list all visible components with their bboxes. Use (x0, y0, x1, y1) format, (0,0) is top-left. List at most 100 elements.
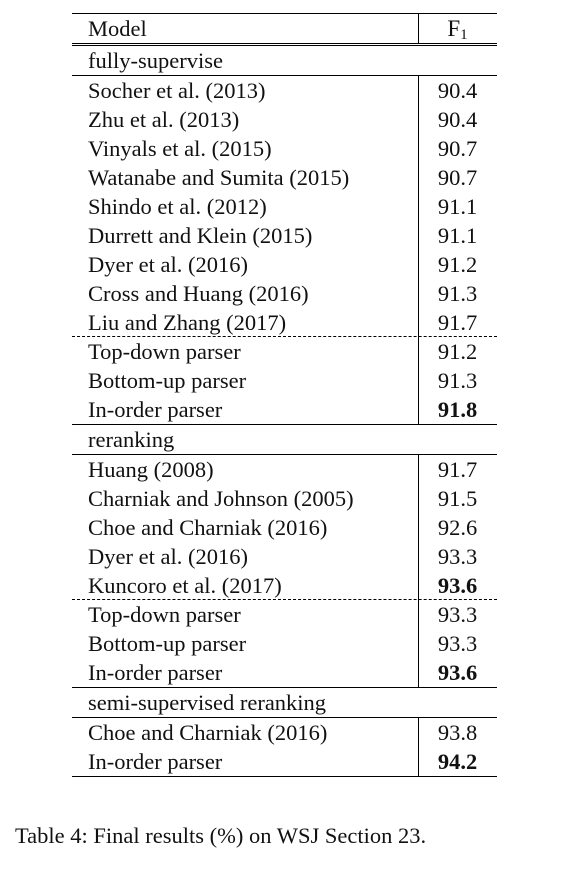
model-cell: Durrett and Klein (2015) (88, 223, 313, 248)
column-divider (418, 395, 419, 424)
f1-cell: 91.7 (437, 457, 478, 482)
table-header: Model F1 (72, 13, 497, 46)
f1-cell: 92.6 (437, 515, 478, 540)
column-divider (418, 134, 419, 163)
f1-cell: 90.4 (437, 78, 478, 103)
model-cell: Dyer et al. (2016) (88, 252, 248, 277)
table-row: Kuncoro et al. (2017) 93.6 (72, 571, 497, 600)
column-divider (418, 542, 419, 571)
column-divider (418, 163, 419, 192)
model-cell: Dyer et al. (2016) (88, 544, 248, 569)
section-title: reranking (72, 425, 497, 455)
column-divider (418, 192, 419, 221)
column-divider (418, 337, 419, 366)
section-title: semi-supervised reranking (72, 688, 497, 718)
table-row: Bottom-up parser 91.3 (72, 366, 497, 395)
table-row: Cross and Huang (2016) 91.3 (72, 279, 497, 308)
f1-cell: 91.3 (437, 368, 478, 393)
f1-cell: 93.6 (437, 660, 478, 685)
column-divider (418, 14, 419, 43)
model-cell: Charniak and Johnson (2005) (88, 486, 354, 511)
model-cell: In-order parser (88, 397, 223, 422)
column-divider (418, 658, 419, 687)
table-row: Watanabe and Sumita (2015) 90.7 (72, 163, 497, 192)
table-row: Durrett and Klein (2015) 91.1 (72, 221, 497, 250)
model-cell: Huang (2008) (88, 457, 214, 482)
column-divider (418, 455, 419, 484)
column-divider (418, 484, 419, 513)
column-divider (418, 308, 419, 337)
column-divider (418, 366, 419, 395)
table-row: In-order parser 93.6 (72, 658, 497, 688)
model-cell: Choe and Charniak (2016) (88, 515, 328, 540)
model-column-header: Model (88, 16, 147, 41)
f1-cell: 93.3 (437, 631, 478, 656)
results-table: Model F1 fully-supervise Socher et al. (2… (72, 13, 497, 777)
model-cell: Choe and Charniak (2016) (88, 720, 328, 745)
table-row: Dyer et al. (2016) 91.2 (72, 250, 497, 279)
table-row: Charniak and Johnson (2005) 91.5 (72, 484, 497, 513)
table-row: Socher et al. (2013) 90.4 (72, 76, 497, 105)
table-row: Huang (2008) 91.7 (72, 455, 497, 484)
f1-cell: 91.5 (437, 486, 478, 511)
section-title-label: fully-supervise (88, 48, 223, 73)
column-divider (418, 718, 419, 747)
model-cell: Top-down parser (88, 339, 241, 364)
model-cell: Cross and Huang (2016) (88, 281, 309, 306)
table-row: Dyer et al. (2016) 93.3 (72, 542, 497, 571)
f1-cell: 91.2 (437, 339, 478, 364)
model-cell: Vinyals et al. (2015) (88, 136, 272, 161)
table-row: Liu and Zhang (2017) 91.7 (72, 308, 497, 337)
f1-cell: 94.2 (437, 749, 478, 774)
section-title-label: semi-supervised reranking (88, 690, 327, 715)
column-divider (418, 747, 419, 776)
section-title: fully-supervise (72, 46, 497, 76)
table-row: Bottom-up parser 93.3 (72, 629, 497, 658)
f1-cell: 91.2 (437, 252, 478, 277)
model-cell: In-order parser (88, 749, 223, 774)
model-cell: Shindo et al. (2012) (88, 194, 267, 219)
section-title-label: reranking (88, 427, 175, 452)
table-row: Choe and Charniak (2016) 92.6 (72, 513, 497, 542)
f1-cell: 93.6 (437, 573, 478, 598)
table-row: Shindo et al. (2012) 91.1 (72, 192, 497, 221)
table-row: In-order parser 94.2 (72, 747, 497, 777)
table-row: Top-down parser 91.2 (72, 336, 497, 366)
f1-cell: 90.7 (437, 165, 478, 190)
model-cell: Liu and Zhang (2017) (88, 310, 287, 335)
model-cell: Watanabe and Sumita (2015) (88, 165, 350, 190)
model-cell: Socher et al. (2013) (88, 78, 266, 103)
f1-cell: 90.4 (437, 107, 478, 132)
column-divider (418, 279, 419, 308)
table-row: Choe and Charniak (2016) 93.8 (72, 718, 497, 747)
model-cell: Bottom-up parser (88, 368, 247, 393)
model-cell: Top-down parser (88, 602, 241, 627)
f1-cell: 93.3 (437, 544, 478, 569)
column-divider (418, 600, 419, 629)
f1-cell: 91.8 (437, 397, 478, 422)
f1-cell: 93.3 (437, 602, 478, 627)
f1-cell: 91.1 (437, 223, 478, 248)
f1-cell: 91.7 (437, 310, 478, 335)
column-divider (418, 571, 419, 600)
column-divider (418, 513, 419, 542)
column-divider (418, 250, 419, 279)
column-divider (418, 105, 419, 134)
f1-column-header: F1 (447, 16, 468, 43)
model-cell: Zhu et al. (2013) (88, 107, 240, 132)
table-row: In-order parser 91.8 (72, 395, 497, 425)
model-cell: In-order parser (88, 660, 223, 685)
model-cell: Bottom-up parser (88, 631, 247, 656)
column-divider (418, 629, 419, 658)
f1-cell: 90.7 (437, 136, 478, 161)
column-divider (418, 221, 419, 250)
table-row: Vinyals et al. (2015) 90.7 (72, 134, 497, 163)
f1-cell: 91.3 (437, 281, 478, 306)
f1-cell: 91.1 (437, 194, 478, 219)
f1-cell: 93.8 (437, 720, 478, 745)
table-row: Zhu et al. (2013) 90.4 (72, 105, 497, 134)
table-caption: Table 4: Final results (%) on WSJ Sectio… (15, 823, 427, 848)
model-cell: Kuncoro et al. (2017) (88, 573, 282, 598)
column-divider (418, 76, 419, 105)
table-row: Top-down parser 93.3 (72, 599, 497, 629)
